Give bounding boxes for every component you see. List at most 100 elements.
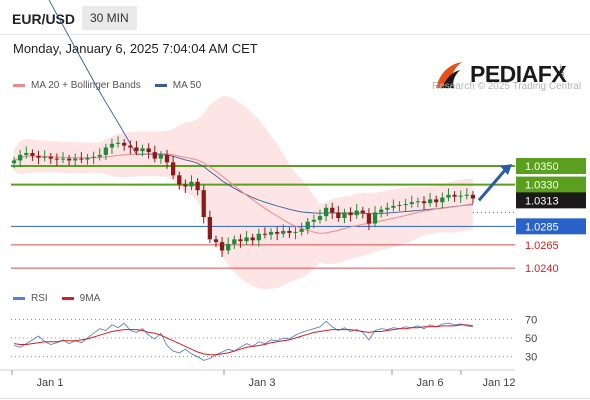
candle: [164, 149, 170, 169]
candle-body: [421, 201, 427, 204]
candle: [201, 185, 206, 224]
candle-body: [366, 213, 372, 224]
candle: [244, 230, 249, 245]
candle: [232, 235, 237, 250]
candle: [458, 190, 463, 204]
candle-body: [158, 154, 164, 159]
candle-body: [11, 160, 17, 164]
candle-body: [36, 155, 41, 158]
candle-body: [103, 147, 108, 155]
candle-body: [415, 201, 421, 203]
candle-body: [330, 207, 335, 213]
candle-body: [115, 142, 121, 144]
price-label-text: 1.0330: [525, 180, 559, 192]
candle: [427, 192, 433, 207]
time-tick-label: Jan 12: [482, 377, 515, 389]
candle: [18, 149, 23, 167]
legend-label-rsi-ma: 9MA: [79, 293, 101, 304]
price-label-1-0313: 1.0313: [516, 192, 586, 209]
time-tick-label: Jan 6: [417, 377, 444, 389]
candle-body: [458, 195, 463, 197]
candle: [238, 234, 243, 248]
candle-body: [336, 212, 341, 218]
candle-body: [452, 194, 457, 197]
candle-body: [323, 207, 329, 217]
candle: [372, 205, 378, 228]
candle: [379, 205, 384, 218]
candle-body: [354, 210, 359, 216]
price-label-1-0265: 1.0265: [525, 240, 559, 252]
candle-body: [397, 204, 402, 206]
candle-body: [287, 230, 292, 233]
candle: [397, 201, 402, 212]
candle-body: [464, 194, 469, 196]
candle-body: [226, 243, 231, 251]
price-label-text: 1.0265: [525, 240, 559, 252]
time-tick-label: Jan 3: [249, 377, 276, 389]
candle: [464, 188, 469, 200]
candle-body: [244, 237, 249, 242]
candle: [195, 178, 200, 196]
candle-body: [24, 153, 29, 155]
candle: [342, 208, 347, 224]
candle-body: [177, 175, 182, 185]
candle-body: [256, 233, 261, 241]
candle-body: [470, 194, 476, 199]
candle-body: [170, 162, 176, 176]
legend-ma50: MA 50: [154, 80, 202, 91]
bias-arrow-line: [477, 168, 508, 202]
candle: [109, 138, 115, 154]
time-tick-label: Jan 1: [37, 377, 64, 389]
candle-body: [268, 231, 274, 235]
candle: [42, 150, 47, 162]
candle: [446, 188, 451, 202]
candle-body: [109, 143, 115, 148]
candle-body: [134, 147, 139, 152]
ma20-line: [13, 153, 473, 234]
candle-body: [250, 237, 255, 241]
candle-body: [60, 158, 66, 160]
rsi-tick-label: 70: [525, 314, 537, 326]
candle: [262, 227, 268, 239]
candle: [122, 139, 127, 151]
candle: [85, 153, 90, 165]
candle-body: [183, 184, 188, 187]
legend-label-rsi: RSI: [31, 293, 48, 304]
candle: [403, 198, 408, 212]
timeframe-button[interactable]: 30 MIN: [82, 6, 137, 30]
candle-body: [360, 210, 365, 214]
candle: [256, 228, 261, 247]
candle: [103, 143, 108, 160]
legend-label-ma50: MA 50: [172, 80, 202, 91]
candle-body: [305, 221, 310, 230]
price-label-bg: [516, 192, 586, 209]
candle-body: [281, 230, 286, 234]
candle-body: [18, 154, 23, 161]
price-label-1-0240: 1.0240: [525, 263, 559, 275]
candle-body: [446, 194, 451, 198]
candle-body: [372, 212, 378, 224]
candle-body: [85, 157, 90, 160]
candle-body: [91, 156, 96, 158]
candle: [128, 140, 133, 154]
price-label-bg: [516, 176, 586, 193]
candle: [317, 209, 323, 224]
candle-body: [238, 239, 243, 242]
rsi-tick-label: 50: [525, 333, 537, 345]
candle: [305, 217, 310, 235]
legend-swatch-ma50: [154, 84, 167, 87]
candle: [385, 202, 390, 217]
candle: [250, 233, 255, 246]
candle: [293, 226, 298, 240]
candle: [415, 197, 421, 208]
candle: [421, 196, 427, 210]
candle-body: [293, 231, 298, 233]
candle-body: [391, 205, 396, 208]
candle-body: [48, 156, 53, 159]
legend-ma20: MA 20 + Bollinger Bands: [13, 80, 141, 91]
candle: [170, 155, 176, 180]
candle-body: [128, 145, 133, 148]
candle-body: [409, 202, 414, 205]
candle: [226, 237, 231, 255]
candle-body: [299, 229, 304, 232]
